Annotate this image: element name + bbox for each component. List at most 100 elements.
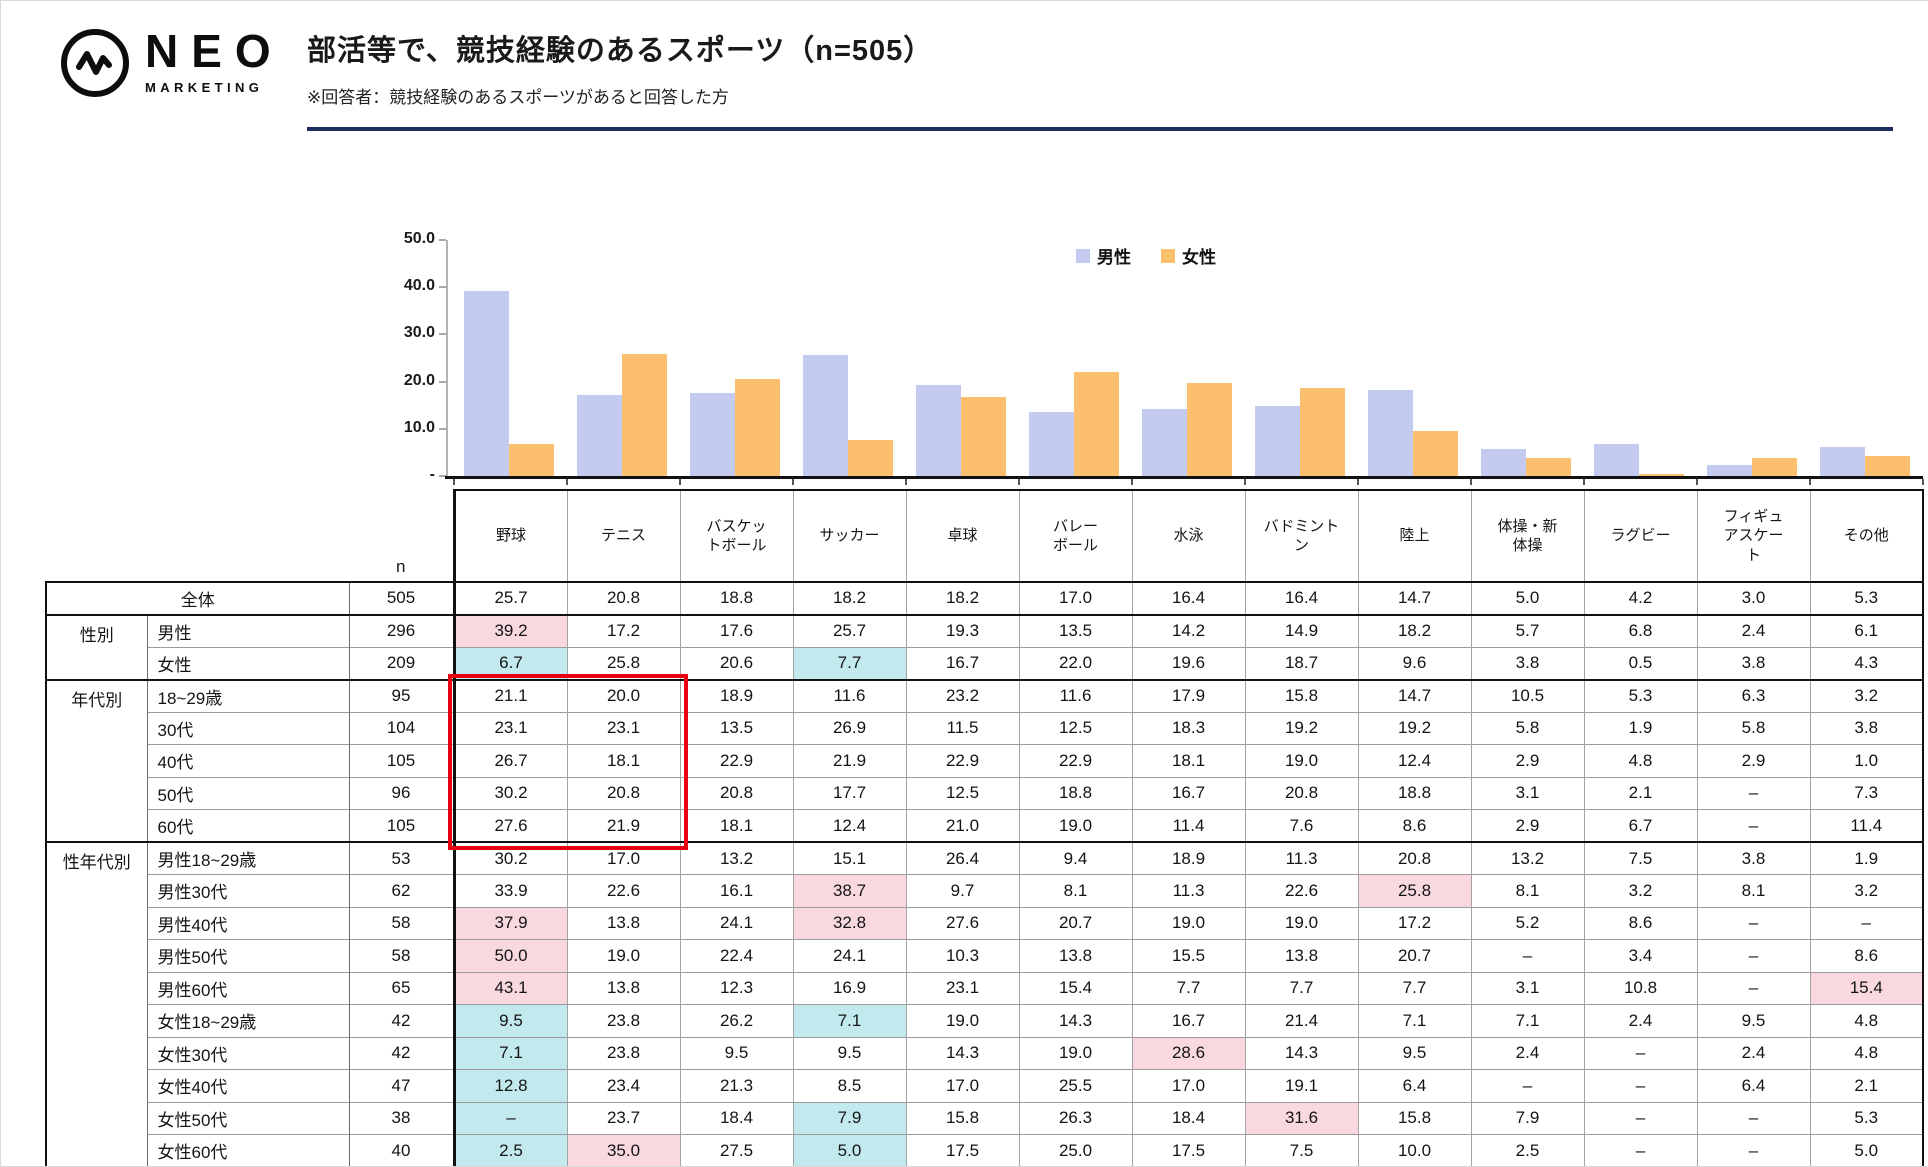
value-cell: 17.0 [1019, 582, 1132, 615]
column-header-テニス: テニス [567, 490, 680, 582]
value-cell: 2.9 [1471, 810, 1584, 843]
value-cell: 28.6 [1132, 1037, 1245, 1070]
value-cell: 17.0 [906, 1070, 1019, 1103]
value-cell: 2.5 [1471, 1135, 1584, 1167]
value-cell: 18.8 [680, 582, 793, 615]
value-cell: 6.4 [1358, 1070, 1471, 1103]
value-cell: 23.8 [567, 1037, 680, 1070]
value-cell: 1.9 [1810, 842, 1923, 875]
bar-男性-バドミントン [1255, 406, 1300, 476]
value-cell: – [1584, 1102, 1697, 1135]
value-cell: 22.6 [567, 875, 680, 908]
column-header-体操・新体操: 体操・新 体操 [1471, 490, 1584, 582]
value-cell: 14.3 [1245, 1037, 1358, 1070]
value-cell: 15.5 [1132, 940, 1245, 973]
value-cell: 50.0 [454, 940, 567, 973]
value-cell: 7.1 [793, 1005, 906, 1038]
value-cell: 17.5 [906, 1135, 1019, 1167]
value-cell: 26.3 [1019, 1102, 1132, 1135]
value-cell: 19.3 [906, 615, 1019, 648]
value-cell: 8.6 [1584, 907, 1697, 940]
bar-女性-バレーボール [1074, 372, 1119, 476]
value-cell: 17.7 [793, 777, 906, 810]
value-cell: 5.8 [1697, 712, 1810, 745]
x-tick-mark [1018, 479, 1020, 485]
bar-女性-その他 [1865, 456, 1910, 476]
value-cell: 19.0 [1245, 907, 1358, 940]
value-cell: 10.0 [1358, 1135, 1471, 1167]
value-cell: 2.4 [1697, 615, 1810, 648]
x-tick-mark [1357, 479, 1359, 485]
value-cell: 19.0 [1132, 907, 1245, 940]
value-cell: 2.5 [454, 1135, 567, 1167]
value-cell: 7.5 [1584, 842, 1697, 875]
value-cell: 14.9 [1245, 615, 1358, 648]
value-cell: 15.8 [906, 1102, 1019, 1135]
bar-男性-サッカー [803, 355, 848, 476]
bar-男性-テニス [577, 395, 622, 476]
value-cell: 8.1 [1697, 875, 1810, 908]
value-cell: 30.2 [454, 842, 567, 875]
value-cell: 15.4 [1810, 972, 1923, 1005]
n-value: 95 [349, 680, 454, 713]
bar-女性-陸上 [1413, 431, 1458, 476]
value-cell: 22.6 [1245, 875, 1358, 908]
n-value: 58 [349, 940, 454, 973]
value-cell: 8.5 [793, 1070, 906, 1103]
value-cell: 8.6 [1358, 810, 1471, 843]
value-cell: 0.5 [1584, 647, 1697, 680]
value-cell: 23.1 [454, 712, 567, 745]
value-cell: 9.5 [1358, 1037, 1471, 1070]
value-cell: 4.8 [1810, 1005, 1923, 1038]
value-cell: 17.9 [1132, 680, 1245, 713]
n-value: 42 [349, 1005, 454, 1038]
value-cell: 13.8 [1245, 940, 1358, 973]
value-cell: 9.5 [1697, 1005, 1810, 1038]
column-header-野球: 野球 [454, 490, 567, 582]
value-cell: – [1471, 1070, 1584, 1103]
value-cell: – [1697, 777, 1810, 810]
bar-男性-体操・新体操 [1481, 449, 1526, 476]
value-cell: 9.7 [906, 875, 1019, 908]
value-cell: 8.1 [1019, 875, 1132, 908]
value-cell: 3.0 [1697, 582, 1810, 615]
value-cell: 19.2 [1358, 712, 1471, 745]
value-cell: 26.2 [680, 1005, 793, 1038]
value-cell: 18.9 [1132, 842, 1245, 875]
value-cell: 23.1 [906, 972, 1019, 1005]
n-value: 53 [349, 842, 454, 875]
value-cell: 1.9 [1584, 712, 1697, 745]
value-cell: 7.1 [1358, 1005, 1471, 1038]
value-cell: 20.0 [567, 680, 680, 713]
value-cell: 18.4 [680, 1102, 793, 1135]
value-cell: 9.4 [1019, 842, 1132, 875]
value-cell: 22.9 [906, 745, 1019, 778]
value-cell: 38.7 [793, 875, 906, 908]
n-value: 58 [349, 907, 454, 940]
value-cell: 18.8 [1358, 777, 1471, 810]
value-cell: 7.3 [1810, 777, 1923, 810]
value-cell: 43.1 [454, 972, 567, 1005]
value-cell: 7.7 [1245, 972, 1358, 1005]
n-value: 505 [349, 582, 454, 615]
value-cell: 27.5 [680, 1135, 793, 1167]
row-label: 男性40代 [147, 907, 349, 940]
value-cell: 2.9 [1697, 745, 1810, 778]
column-header-水泳: 水泳 [1132, 490, 1245, 582]
row-label: 女性40代 [147, 1070, 349, 1103]
bar-男性-野球 [464, 291, 509, 476]
n-value: 296 [349, 615, 454, 648]
value-cell: 2.1 [1584, 777, 1697, 810]
value-cell: 5.0 [793, 1135, 906, 1167]
value-cell: 12.8 [454, 1070, 567, 1103]
value-cell: 26.7 [454, 745, 567, 778]
column-header-サッカー: サッカー [793, 490, 906, 582]
value-cell: 6.3 [1697, 680, 1810, 713]
row-label: 18~29歳 [147, 680, 349, 713]
value-cell: 3.1 [1471, 972, 1584, 1005]
